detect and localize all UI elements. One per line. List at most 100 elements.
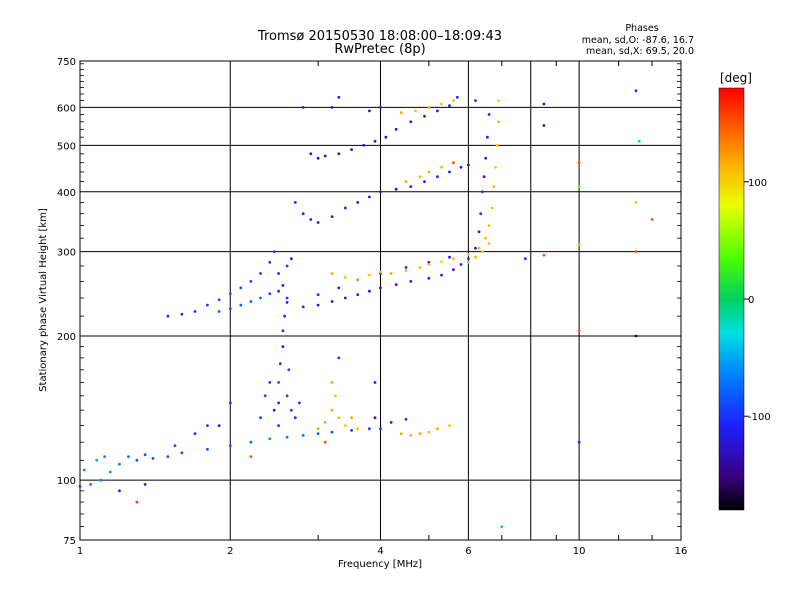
data-point <box>467 253 470 256</box>
data-point <box>316 303 320 307</box>
data-point <box>206 447 209 451</box>
data-point <box>373 416 377 420</box>
data-point <box>436 109 439 113</box>
data-point <box>89 483 92 486</box>
data-point <box>368 273 371 277</box>
data-point <box>418 175 422 179</box>
data-point <box>217 298 221 302</box>
x-tick-label: 16 <box>675 546 688 557</box>
data-point <box>249 455 253 458</box>
data-point <box>497 99 501 102</box>
y-tick-label: 500 <box>57 141 76 152</box>
data-point <box>404 180 408 184</box>
data-point <box>285 301 289 304</box>
data-point <box>217 424 221 427</box>
phases-mean-x: mean, sd,X: 69.5, 20.0 <box>586 46 694 57</box>
data-point <box>259 416 262 420</box>
data-point <box>486 135 489 139</box>
axis-ticks: 1 2 4 6 10 16 75 100 200 300 400 500 600 750 <box>57 57 687 557</box>
data-point <box>379 190 382 194</box>
x-tick-label: 2 <box>227 546 233 557</box>
data-point <box>440 260 443 263</box>
data-point <box>337 356 341 360</box>
data-point <box>278 362 282 366</box>
data-point <box>634 250 638 254</box>
data-points <box>78 89 654 528</box>
data-point <box>293 201 297 204</box>
data-point <box>268 437 272 441</box>
data-point <box>373 139 377 143</box>
data-point <box>492 185 496 189</box>
data-point <box>316 293 320 296</box>
data-point <box>334 394 337 398</box>
data-point <box>297 401 301 405</box>
data-point <box>423 180 426 184</box>
data-point <box>180 451 184 455</box>
data-point <box>500 525 504 528</box>
data-point <box>368 427 371 431</box>
data-point <box>330 215 334 219</box>
data-point <box>409 120 413 124</box>
data-point <box>414 109 417 113</box>
data-point <box>427 170 431 174</box>
data-point <box>343 276 347 279</box>
data-point <box>436 175 439 179</box>
data-point <box>337 416 341 420</box>
data-point <box>239 303 243 307</box>
data-point <box>316 156 320 160</box>
data-point <box>523 257 527 261</box>
data-point <box>404 417 408 421</box>
data-point <box>436 427 439 431</box>
data-point <box>330 272 334 275</box>
data-point <box>343 424 347 427</box>
data-point <box>277 289 280 293</box>
data-point <box>281 284 285 287</box>
data-point <box>99 478 103 482</box>
data-point <box>459 263 463 266</box>
data-point <box>166 455 170 458</box>
chart-title: Tromsø 20150530 18:08:00–18:09:43 <box>257 29 502 44</box>
data-point <box>448 424 451 427</box>
data-point <box>477 230 481 234</box>
data-point <box>440 273 443 277</box>
data-point <box>259 272 262 275</box>
data-point <box>350 416 353 420</box>
data-point <box>356 278 360 282</box>
x-axis-label: Frequency [MHz] <box>338 559 422 570</box>
data-point <box>309 152 313 156</box>
data-point <box>283 314 286 318</box>
data-point <box>118 489 121 493</box>
data-point <box>166 314 170 318</box>
data-point <box>452 161 455 165</box>
data-point <box>394 187 398 191</box>
data-point <box>542 124 546 127</box>
data-point <box>418 266 422 269</box>
data-point <box>82 468 86 472</box>
data-point <box>481 190 484 194</box>
data-point <box>542 253 546 257</box>
data-point <box>343 296 347 300</box>
data-point <box>479 212 483 216</box>
data-point <box>337 286 341 290</box>
data-point <box>373 381 377 384</box>
data-point <box>384 135 388 139</box>
data-point <box>474 246 477 250</box>
data-point <box>634 334 638 338</box>
data-point <box>448 104 451 108</box>
data-point <box>135 500 139 504</box>
data-point <box>448 255 451 259</box>
data-point <box>577 243 581 247</box>
data-point <box>277 424 280 427</box>
data-point <box>404 266 408 269</box>
data-point <box>399 111 403 115</box>
data-point <box>368 195 371 199</box>
data-point <box>193 432 197 436</box>
data-point <box>330 430 334 434</box>
data-point <box>394 127 398 131</box>
phases-heading: Phases <box>625 23 658 34</box>
data-point <box>399 432 403 436</box>
data-point <box>268 381 272 384</box>
data-point <box>259 296 262 300</box>
x-tick-label: 10 <box>573 546 586 557</box>
x-tick-label: 1 <box>77 546 83 557</box>
